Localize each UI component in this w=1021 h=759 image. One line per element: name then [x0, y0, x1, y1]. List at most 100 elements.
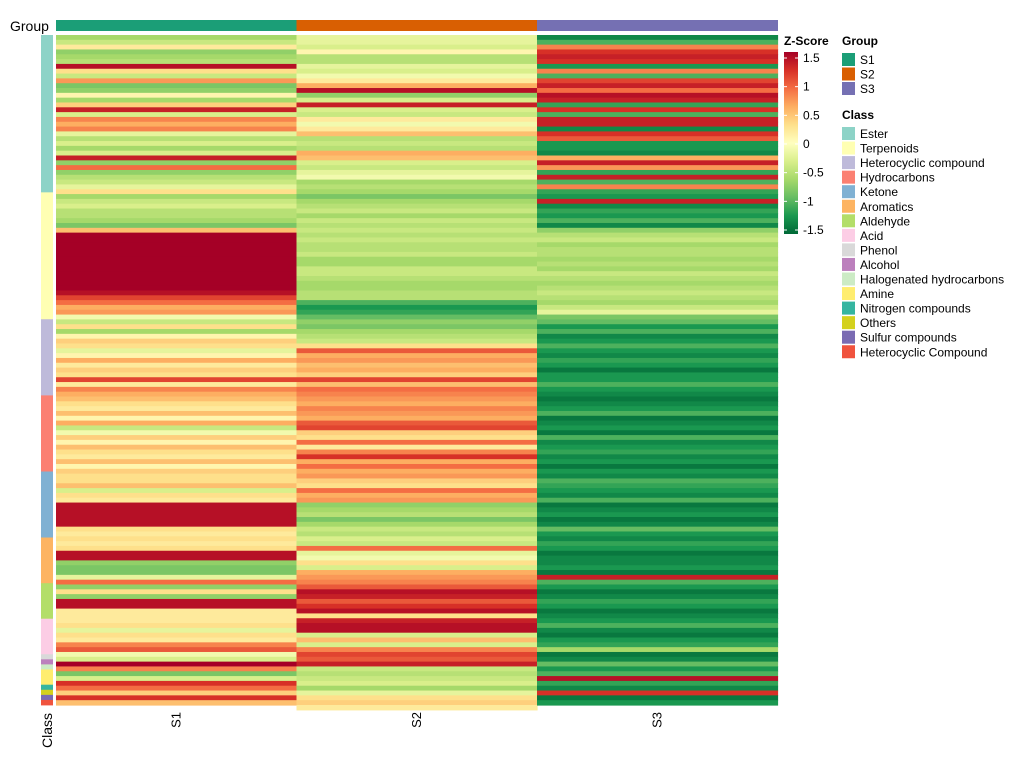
- heatmap-cell: [537, 410, 779, 417]
- group-bar-s1: [56, 20, 297, 31]
- heatmap-cell: [56, 565, 298, 571]
- class-legend-swatch: [842, 243, 855, 257]
- heatmap-cell: [537, 314, 779, 320]
- heatmap-cell: [296, 377, 538, 383]
- heatmap-cell: [296, 73, 538, 79]
- class-legend-swatch: [842, 287, 855, 301]
- heatmap-cell: [537, 39, 779, 46]
- heatmap-cell: [296, 555, 538, 561]
- heatmap-cell: [537, 213, 779, 219]
- heatmap-cell: [537, 232, 779, 239]
- heatmap-cell: [296, 357, 538, 364]
- class-legend-swatch: [842, 156, 855, 170]
- heatmap-cell: [537, 570, 779, 576]
- heatmap-cell: [56, 420, 298, 427]
- heatmap-cell: [296, 63, 538, 70]
- heatmap-cell: [56, 613, 298, 619]
- heatmap-cell: [537, 536, 779, 542]
- heatmap-cell: [296, 247, 538, 253]
- heatmap-cell: [56, 353, 298, 359]
- heatmap-cell: [296, 685, 538, 692]
- group-legend-swatch: [842, 82, 855, 95]
- heatmap-cell: [56, 271, 298, 277]
- heatmap-cell: [296, 78, 538, 84]
- heatmap-cell: [56, 676, 298, 682]
- heatmap-cell: [537, 218, 779, 224]
- heatmap-cell: [296, 174, 538, 181]
- heatmap-cell: [537, 439, 779, 446]
- heatmap-cell: [537, 401, 779, 407]
- heatmap-cell: [56, 194, 298, 200]
- heatmap-cell: [56, 116, 298, 123]
- heatmap-cell: [56, 507, 298, 513]
- heatmap-cell: [537, 666, 779, 672]
- heatmap-cell: [537, 594, 779, 600]
- heatmap-cell: [537, 512, 779, 518]
- heatmap-cell: [296, 68, 538, 75]
- heatmap-cell: [537, 102, 779, 108]
- heatmap-cell: [537, 613, 779, 619]
- heatmap-cell: [537, 449, 779, 455]
- heatmap-cell: [56, 314, 298, 320]
- heatmap-cell: [537, 391, 779, 398]
- heatmap-cell: [537, 121, 779, 128]
- heatmap-cell: [56, 685, 298, 692]
- heatmap-cell: [296, 333, 538, 340]
- heatmap-cell: [56, 536, 298, 542]
- zscore-tick-label: -1: [803, 194, 814, 208]
- heatmap-cell: [56, 39, 298, 46]
- zscore-tick-label: -1.5: [803, 223, 824, 237]
- heatmap-cell: [56, 338, 298, 345]
- heatmap-cell: [56, 459, 298, 465]
- heatmap-cell: [296, 410, 538, 417]
- heatmap-cell: [296, 680, 538, 687]
- heatmap-cell: [296, 507, 538, 513]
- class-bar-segment: [41, 694, 53, 701]
- heatmap-cell: [537, 555, 779, 561]
- heatmap-cell: [537, 618, 779, 624]
- heatmap-cell: [537, 35, 779, 41]
- class-annotation-label: Class: [39, 713, 55, 748]
- group-legend-label: S1: [860, 53, 875, 67]
- heatmap-cell: [296, 473, 538, 480]
- heatmap-cell: [537, 473, 779, 480]
- class-legend-label: Alcohol: [860, 258, 899, 272]
- class-legend-swatch: [842, 214, 855, 228]
- heatmap-cell: [56, 661, 298, 668]
- class-legend-swatch: [842, 127, 855, 140]
- heatmap-cell: [537, 589, 779, 595]
- heatmap-cell: [296, 396, 538, 402]
- heatmap-cell: [537, 492, 779, 499]
- heatmap-cell: [537, 266, 779, 272]
- heatmap-cell: [296, 627, 538, 634]
- heatmap-cell: [537, 642, 779, 648]
- heatmap-cell: [296, 126, 538, 133]
- heatmap-cell: [537, 386, 779, 393]
- heatmap-cell: [296, 97, 538, 104]
- heatmap-cell: [537, 454, 779, 460]
- heatmap-cell: [537, 179, 779, 186]
- heatmap-cell: [537, 256, 779, 263]
- heatmap-cell: [537, 203, 779, 210]
- group-bar-s2: [296, 20, 538, 31]
- heatmap-cell: [537, 560, 779, 566]
- heatmap-cell: [56, 261, 298, 267]
- heatmap-cell: [296, 647, 538, 653]
- heatmap-cell: [296, 603, 538, 610]
- heatmap-cell: [537, 517, 779, 523]
- heatmap-cell: [56, 160, 298, 166]
- heatmap-cell: [296, 49, 538, 55]
- heatmap-cell: [56, 35, 298, 41]
- heatmap-cell: [296, 560, 538, 566]
- heatmap-cell: [296, 584, 538, 590]
- heatmap-cell: [537, 73, 779, 79]
- heatmap-cell: [56, 237, 298, 243]
- heatmap-cell: [537, 88, 779, 94]
- heatmap-cell: [56, 319, 298, 325]
- heatmap-cell: [296, 550, 538, 557]
- heatmap-cell: [537, 656, 779, 663]
- group-legend-swatch: [842, 67, 855, 81]
- heatmap-cell: [537, 92, 779, 99]
- heatmap-cell: [56, 329, 298, 335]
- heatmap-cell: [296, 213, 538, 219]
